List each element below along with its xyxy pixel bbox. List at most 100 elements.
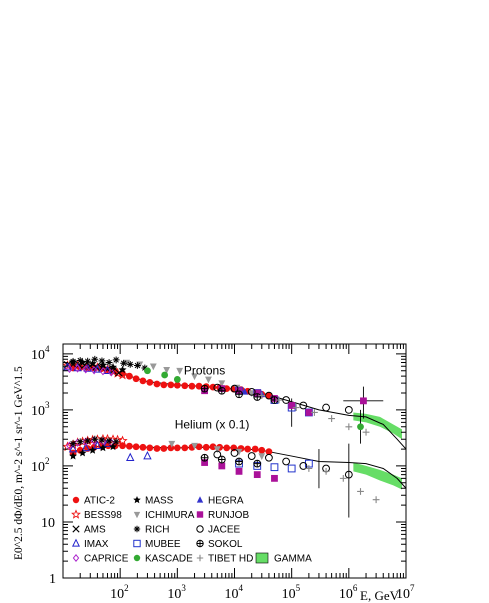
data-point-bess98-helium-11 [117, 435, 128, 446]
data-point-runjob-protons-7-shape [360, 397, 367, 405]
data-point-mass-helium-2-shape [88, 446, 97, 454]
legend-marker-kascade [133, 554, 141, 562]
data-point-rich-protons-2-shape [84, 357, 92, 365]
data-point-caprice-protons-1 [74, 364, 81, 373]
data-point-ichimura-protons-1-shape [136, 361, 144, 369]
data-point-atic-2-helium-16 [181, 444, 189, 452]
data-point-jacee-protons-7-shape [344, 406, 353, 414]
data-point-bess98-helium-11-shape [117, 435, 128, 446]
legend-label-jacee: JACEE [208, 525, 241, 536]
data-point-sokol-helium-0 [200, 453, 209, 462]
data-point-jacee-protons-5-shape [299, 401, 308, 410]
data-point-tibet-hd-protons-4 [328, 415, 336, 422]
data-point-runjob-protons-6 [305, 409, 313, 416]
legend-marker-gamma [255, 552, 269, 564]
data-point-rich-protons-0 [69, 358, 77, 365]
data-point-jacee-helium-7-shape [344, 470, 353, 479]
data-point-mass-protons-3 [98, 360, 107, 369]
data-point-runjob-protons-3 [253, 389, 261, 397]
y-tick-label-3: 103 [31, 400, 50, 419]
data-point-atic-2-helium-26 [251, 445, 259, 453]
data-point-caprice-protons-4-shape [99, 367, 107, 376]
data-point-rich-helium-1 [76, 438, 84, 446]
legend-item-imax: IMAX [71, 538, 109, 550]
data-point-atic-2-helium-12 [153, 445, 161, 452]
data-point-sokol-protons-1 [217, 386, 226, 395]
legend-label-ams: AMS [84, 525, 106, 536]
data-point-ichimura-protons-4-shape [176, 367, 184, 375]
data-point-tibet-hd-protons-3 [311, 409, 318, 416]
data-point-rich-protons-5 [105, 359, 113, 366]
data-point-ichimura-protons-3 [163, 366, 171, 374]
legend-label-sokol: SOKOL [208, 539, 243, 550]
data-point-rich-protons-8-shape [126, 360, 134, 368]
legend-marker-hegra-shape [196, 496, 204, 503]
data-point-rich-protons-9-shape [133, 362, 141, 369]
labels: Protons Helium (x 0.1) E, GeV E0^2.5 dΦ/… [13, 363, 400, 603]
legend-item-mass: MASS [133, 496, 174, 507]
data-point-mass-helium-2 [88, 446, 97, 454]
data-point-atic-2-helium-25 [244, 445, 252, 453]
data-point-jacee-protons-7 [344, 406, 353, 414]
data-point-caprice-protons-0-shape [66, 364, 73, 374]
data-point-mubee-helium-3-shape [287, 464, 296, 473]
data-point-ichimura-helium-4-shape [258, 453, 266, 461]
data-point-tibet-hd-protons-1-shape [275, 396, 283, 404]
data-point-kascade-protons-3 [357, 423, 364, 431]
data-point-sokol-protons-2-cross [235, 390, 243, 398]
data-point-runjob-helium-2-shape [235, 467, 243, 475]
data-point-rich-helium-6 [112, 438, 120, 446]
y-tick-label-0: 1 [49, 572, 56, 587]
data-point-runjob-helium-4-shape [271, 474, 278, 482]
data-point-caprice-helium-0 [66, 441, 73, 450]
data-point-rich-protons-4-shape [98, 357, 106, 365]
data-point-atic-2-protons-16-shape [181, 382, 189, 390]
legend-item-sokol: SOKOL [196, 539, 243, 550]
data-point-atic-2-helium-12-shape [153, 445, 161, 452]
data-point-caprice-protons-2 [82, 365, 90, 374]
data-point-imax-helium-4-shape [126, 452, 135, 462]
series-tibet-hd-protons [258, 392, 370, 436]
data-point-ichimura-helium-1-shape [191, 442, 198, 450]
data-point-mass-protons-1-shape [78, 358, 87, 366]
data-point-imax-protons-2 [83, 363, 92, 372]
data-point-atic-2-helium-14-shape [167, 444, 175, 452]
data-point-jacee-helium-2 [247, 452, 256, 460]
data-point-rich-protons-10-shape [141, 364, 149, 372]
data-point-atic-2-helium-22-shape [223, 444, 231, 452]
data-point-sokol-protons-0 [200, 384, 209, 393]
data-point-atic-2-protons-14-shape [167, 381, 175, 389]
data-point-jacee-protons-2 [247, 387, 256, 396]
data-point-mass-helium-1 [78, 448, 87, 457]
data-point-ichimura-helium-0-shape [168, 440, 176, 448]
data-point-atic-2-helium-11 [146, 444, 154, 452]
data-point-mass-helium-1-shape [78, 448, 87, 457]
data-point-atic-2-helium-27 [258, 446, 266, 454]
data-point-runjob-helium-3 [253, 471, 261, 479]
data-point-mass-protons-5 [118, 365, 127, 374]
legend-label-atic-2: ATIC-2 [84, 496, 115, 507]
data-point-kascade-protons-1 [161, 371, 169, 379]
data-point-rich-protons-4 [98, 357, 106, 365]
data-point-jacee-protons-1-shape [230, 384, 239, 393]
data-point-tibet-hd-helium-3-shape [357, 488, 364, 495]
data-point-ichimura-protons-2-shape [149, 363, 157, 371]
legend-marker-hegra [196, 496, 204, 503]
data-point-sokol-protons-0-cross [201, 385, 209, 392]
data-point-rich-protons-3 [91, 355, 99, 363]
data-point-sokol-helium-3 [253, 459, 262, 468]
annotation-protons: Protons [184, 363, 225, 377]
legend-marker-caprice-shape [72, 553, 80, 563]
data-point-atic-2-protons-18 [195, 382, 203, 390]
legend-marker-caprice [72, 553, 80, 563]
data-point-imax-helium-5 [143, 450, 152, 460]
legend-marker-imax [71, 538, 81, 547]
legend-label-hegra: HEGRA [208, 496, 244, 507]
data-point-ichimura-helium-0 [168, 440, 176, 448]
data-point-tibet-hd-helium-0 [305, 465, 313, 472]
y-axis-label: E0^2.5 dΦ/dE0, m^-2 s^-1 sr^-1 GeV^1.5 [13, 366, 25, 560]
data-point-atic-2-protons-8-shape [125, 372, 133, 380]
data-point-ichimura-helium-1 [191, 442, 198, 450]
data-point-tibet-hd-protons-6 [362, 428, 370, 436]
data-point-imax-helium-2-shape [93, 440, 102, 449]
